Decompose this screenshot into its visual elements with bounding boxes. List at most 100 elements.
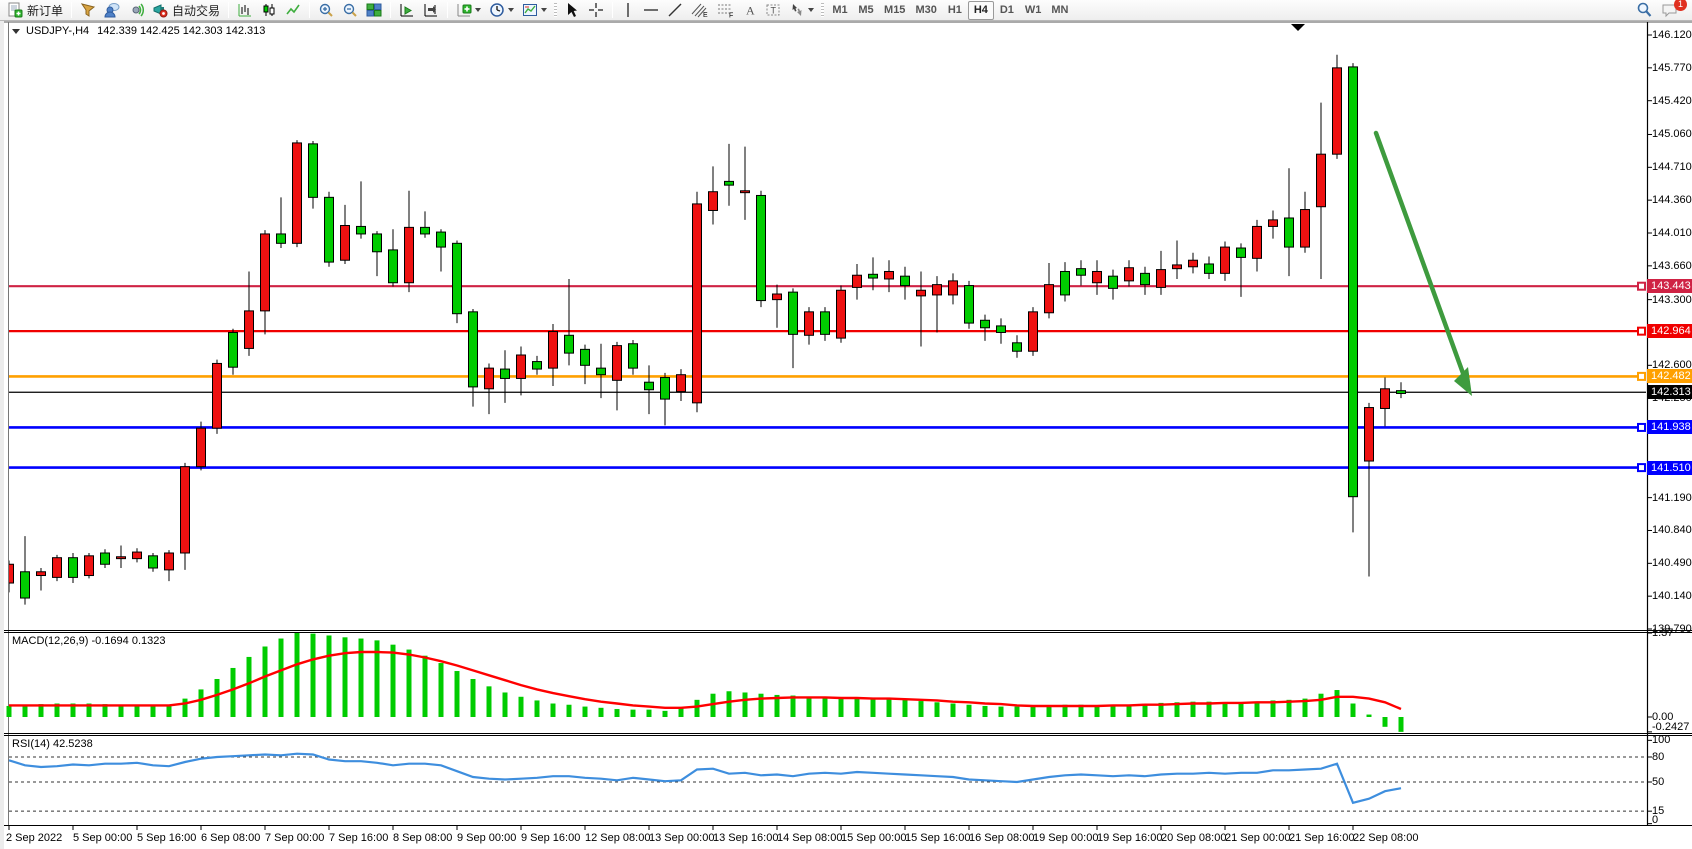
candle-body xyxy=(1172,264,1182,270)
macd-bar xyxy=(1238,702,1244,717)
price-axis-label: 143.300 xyxy=(1652,293,1692,306)
rsi-axis-label: 100 xyxy=(1652,734,1671,747)
timeframe-button-w1[interactable]: W1 xyxy=(1024,4,1042,16)
macd-bar xyxy=(678,708,684,717)
zoom-out-button[interactable] xyxy=(338,1,362,20)
templates-button[interactable] xyxy=(518,1,551,20)
indicators-button[interactable] xyxy=(452,1,485,20)
candle-body xyxy=(36,571,46,577)
date-axis-label: 6 Sep 08:00 xyxy=(201,832,261,844)
candle-body xyxy=(404,226,414,284)
zoom-in-button[interactable] xyxy=(314,1,338,20)
date-axis-label: 5 Sep 16:00 xyxy=(137,832,197,844)
macd-bar xyxy=(198,689,204,717)
candle-body xyxy=(612,345,622,381)
candle-body xyxy=(276,233,286,244)
macd-bar xyxy=(134,704,140,717)
new-order-icon xyxy=(7,2,23,18)
text-label-button[interactable]: T xyxy=(761,1,785,20)
horizontal-line-button[interactable] xyxy=(639,1,663,20)
timeframe-button-d1[interactable]: D1 xyxy=(999,4,1014,16)
macd-bar xyxy=(326,635,332,717)
notifications-button[interactable]: 1 xyxy=(1657,0,1687,20)
crosshair-button[interactable] xyxy=(584,1,608,20)
fibonacci-button[interactable]: F xyxy=(713,1,739,20)
macd-bar xyxy=(694,699,700,717)
line-chart-button[interactable] xyxy=(281,1,305,20)
timeframe-button-mn[interactable]: MN xyxy=(1051,4,1069,16)
vertical-line-button[interactable] xyxy=(617,1,639,20)
signal-button[interactable] xyxy=(124,1,148,20)
date-axis-label: 19 Sep 16:00 xyxy=(1097,832,1163,844)
timeframe-button-m1[interactable]: M1 xyxy=(832,4,848,16)
macd-bar xyxy=(342,637,348,717)
funnel-button[interactable] xyxy=(76,1,100,20)
timeframe-button-h1[interactable]: H1 xyxy=(947,4,962,16)
candle-body xyxy=(372,233,382,253)
cursor-button[interactable] xyxy=(560,1,584,20)
equidistant-channel-button[interactable]: E xyxy=(687,1,713,20)
candle-body xyxy=(180,466,190,554)
chart-shift-button[interactable] xyxy=(419,1,443,20)
bar-chart-icon xyxy=(237,2,253,18)
candle-body xyxy=(1268,219,1278,227)
macd-bar xyxy=(1350,703,1356,717)
price-axis-label: 140.140 xyxy=(1652,590,1692,603)
candle-body xyxy=(1332,67,1342,155)
timeframe-button-m5[interactable]: M5 xyxy=(858,4,874,16)
macd-bar xyxy=(358,638,364,717)
indicators-icon xyxy=(456,2,472,18)
candle-body xyxy=(1076,268,1086,276)
timeframe-button-m15[interactable]: M15 xyxy=(884,4,906,16)
tile-windows-button[interactable] xyxy=(362,1,386,20)
candle-body xyxy=(1140,272,1150,286)
clock-icon xyxy=(489,2,505,18)
chart-title: USDJPY-,H4 142.339 142.425 142.303 142.3… xyxy=(12,25,265,37)
macd-bar xyxy=(1334,690,1340,717)
macd-bar xyxy=(918,701,924,717)
macd-bar xyxy=(1318,693,1324,717)
macd-bar xyxy=(630,709,636,717)
zoom-in-icon xyxy=(318,2,334,18)
date-axis-label: 14 Sep 08:00 xyxy=(777,832,843,844)
text-icon: A xyxy=(743,2,757,18)
macd-bar xyxy=(774,694,780,717)
candle-body xyxy=(9,563,14,584)
timeframe-button-m30[interactable]: M30 xyxy=(915,4,937,16)
candle-body xyxy=(20,571,30,599)
trendline-button[interactable] xyxy=(663,1,687,20)
search-button[interactable] xyxy=(1631,1,1657,20)
macd-bar xyxy=(1398,717,1404,732)
candle-body xyxy=(260,233,270,312)
macd-bar xyxy=(854,697,860,717)
arrows-icon xyxy=(789,2,805,18)
periods-button[interactable] xyxy=(485,1,518,20)
chart-dropdown-icon[interactable] xyxy=(12,28,20,34)
macd-bar xyxy=(1158,702,1164,717)
candle-body xyxy=(244,310,254,349)
macd-pane xyxy=(6,633,1404,732)
macd-bar xyxy=(1270,700,1276,717)
text-button[interactable]: A xyxy=(739,1,761,20)
arrows-button[interactable] xyxy=(785,1,818,20)
timeframe-button-h4[interactable]: H4 xyxy=(967,0,994,20)
auto-scroll-button[interactable] xyxy=(395,1,419,20)
price-axis-label: 140.840 xyxy=(1652,524,1692,537)
candle-body xyxy=(388,249,398,284)
candle-body xyxy=(548,331,558,369)
profile-button[interactable] xyxy=(100,1,124,20)
funnel-icon xyxy=(80,2,96,18)
candle-body xyxy=(868,273,878,279)
svg-text:T: T xyxy=(771,6,777,16)
bar-chart-button[interactable] xyxy=(233,1,257,20)
annotation-arrow-head xyxy=(1454,367,1472,396)
candlestick-button[interactable] xyxy=(257,1,281,20)
candle-body xyxy=(1156,269,1166,288)
auto-trading-button[interactable]: 自动交易 xyxy=(148,1,224,20)
date-axis-label: 13 Sep 00:00 xyxy=(649,832,715,844)
chart-canvas[interactable] xyxy=(4,21,1692,849)
macd-bar xyxy=(502,692,508,717)
macd-bar xyxy=(1142,704,1148,717)
new-order-button[interactable]: 新订单 xyxy=(3,1,67,20)
candle-body xyxy=(84,555,94,577)
